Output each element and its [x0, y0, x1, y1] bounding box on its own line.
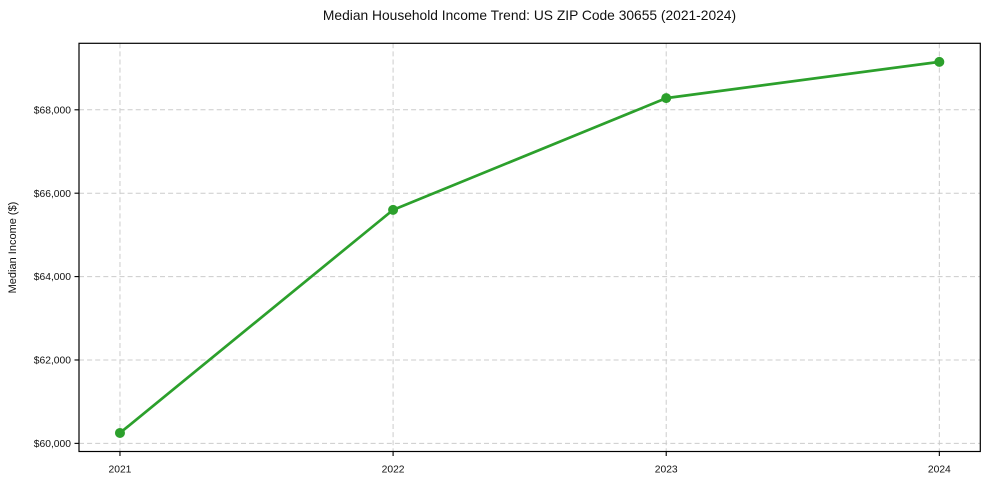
y-tick-label: $66,000 — [34, 189, 71, 200]
trend-line — [118, 60, 941, 435]
x-tick-label: 2023 — [655, 465, 678, 476]
y-tick-label: $64,000 — [34, 272, 71, 283]
y-axis-label: Median Income ($) — [7, 202, 19, 294]
plot-border — [78, 42, 981, 453]
x-tick-label: 2024 — [928, 465, 951, 476]
data-point-2023 — [661, 93, 672, 104]
y-tick-label: $62,000 — [34, 356, 71, 367]
chart-title: Median Household Income Trend: US ZIP Co… — [323, 8, 736, 23]
y-tick-label: $60,000 — [34, 439, 71, 450]
axes: $60,000 $62,000 $64,000 $66,000 $68,000 2021 2… — [34, 42, 981, 476]
x-tick-label: 2021 — [109, 465, 132, 476]
y-tick-label: $68,000 — [34, 105, 71, 116]
x-tick-label: 2022 — [382, 465, 405, 476]
data-series — [114, 56, 945, 438]
gridlines — [79, 43, 981, 452]
data-point-2024 — [934, 56, 945, 67]
data-point-2022 — [388, 204, 399, 215]
data-point-2021 — [114, 427, 125, 438]
